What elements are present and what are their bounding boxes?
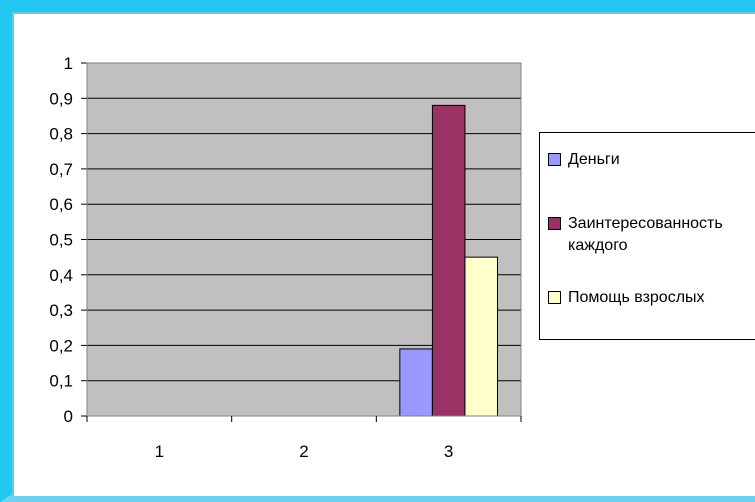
y-tick-label: 0,3 — [49, 301, 73, 320]
legend-item-dengi: Деньги — [548, 149, 755, 171]
x-tick-label: 1 — [155, 442, 164, 461]
axes — [81, 62, 522, 422]
legend-label-zainteresovannost: Заинтересованность каждого — [568, 215, 723, 254]
legend-label-dengi: Деньги — [568, 151, 620, 168]
legend-item-zainteresovannost: Заинтересованность каждого — [548, 213, 755, 257]
bar — [431, 104, 466, 417]
legend-swatch-pomoshch — [548, 291, 561, 304]
bar — [399, 348, 433, 417]
y-tick-label: 0,5 — [49, 231, 73, 250]
legend-item-pomoshch: Помощь взрослых — [548, 287, 755, 309]
x-tick-label: 3 — [444, 442, 453, 461]
x-axis-tick-labels: 1 2 3 — [155, 442, 454, 461]
y-tick-label: 0,7 — [49, 160, 73, 179]
y-tick-label: 0,9 — [49, 89, 73, 108]
y-tick-label: 0,4 — [49, 266, 73, 285]
bar — [464, 256, 498, 417]
legend-swatch-dengi — [548, 153, 561, 166]
plot-border — [86, 62, 522, 417]
y-tick-label: 0,6 — [49, 195, 73, 214]
legend-label-pomoshch: Помощь взрослых — [568, 289, 705, 306]
legend: Деньги Заинтересованность каждого Помощь… — [539, 132, 755, 340]
y-tick-label: 0,2 — [49, 336, 73, 355]
y-tick-label: 0 — [64, 407, 73, 426]
x-tick-label: 2 — [299, 442, 308, 461]
bars — [399, 104, 498, 417]
y-tick-label: 0,8 — [49, 125, 73, 144]
y-tick-label: 0,1 — [49, 372, 73, 391]
y-axis-tick-labels: 0 0,1 0,2 0,3 0,4 0,5 0,6 0,7 0,8 0,9 1 — [49, 54, 73, 426]
legend-swatch-zainteresovannost — [548, 217, 561, 230]
y-tick-label: 1 — [64, 54, 73, 73]
